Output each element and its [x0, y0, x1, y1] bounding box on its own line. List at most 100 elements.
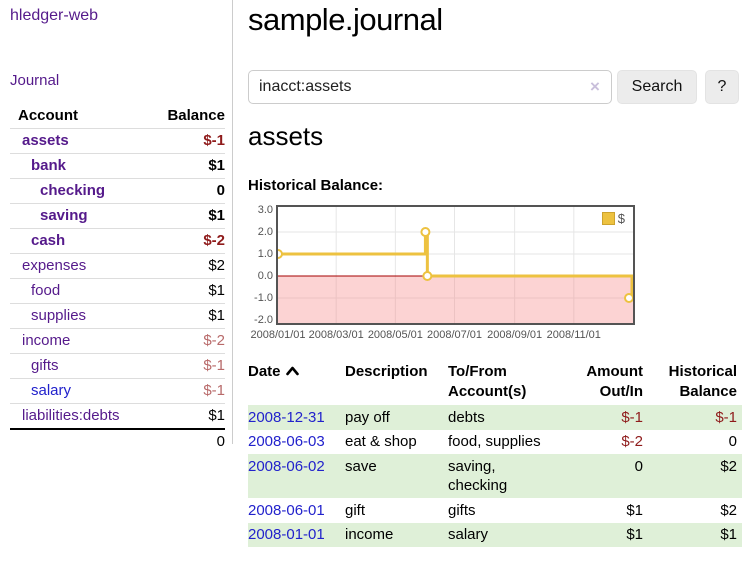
y-axis-tick-label: -2.0: [254, 314, 273, 326]
legend-swatch-icon: [601, 212, 615, 225]
account-link-bank[interactable]: bank: [31, 157, 67, 174]
account-link-expenses[interactable]: expenses: [22, 257, 87, 274]
transaction-balance: $1: [720, 526, 737, 543]
account-row-gifts: gifts $-1: [10, 353, 225, 378]
account-link-supplies[interactable]: supplies: [31, 307, 87, 324]
account-row-liabilities-debts: liabilities:debts $1: [10, 403, 225, 428]
x-axis-tick-label: 2008/09/01: [487, 329, 543, 341]
account-link-income[interactable]: income: [22, 332, 71, 349]
transaction-description: gift: [345, 501, 366, 519]
account-balance: $2: [208, 257, 225, 274]
account-heading: assets: [248, 121, 324, 151]
account-row-assets: assets $-1: [10, 128, 225, 153]
sidebar-item-journal[interactable]: Journal: [10, 72, 60, 89]
sort-ascending-icon: [285, 362, 299, 382]
chart-legend: $: [599, 210, 627, 227]
transaction-amount: $1: [626, 526, 643, 543]
transaction-balance: $2: [720, 457, 737, 475]
account-link-food[interactable]: food: [31, 282, 61, 299]
chart-y-axis-labels: 3.0 2.0 1.0 0.0 -1.0 -2.0: [240, 200, 273, 330]
help-button[interactable]: ?: [705, 70, 739, 104]
date-column-header[interactable]: Date: [248, 360, 345, 405]
account-balance: $-1: [203, 132, 225, 149]
account-row-cash: cash $-2: [10, 228, 225, 253]
register-header-row: Date Description To/From Account(s) Amou…: [248, 360, 742, 405]
app-title-link[interactable]: hledger-web: [10, 7, 99, 24]
search-input[interactable]: [248, 70, 612, 104]
account-row-salary: salary $-1: [10, 378, 225, 403]
y-axis-tick-label: 1.0: [257, 248, 273, 260]
chart-plot-area: $: [276, 205, 635, 325]
account-balance: $1: [208, 282, 225, 299]
transaction-accounts: gifts: [448, 501, 476, 519]
account-row-income: income $-2: [10, 328, 225, 353]
transaction-date-link[interactable]: 2008-06-03: [248, 433, 325, 450]
x-axis-tick-label: 2008/03/01: [308, 329, 364, 341]
chart-x-axis-labels: 2008/01/01 2008/03/01 2008/05/01 2008/07/01…: [240, 329, 742, 343]
account-balance: $1: [208, 307, 225, 324]
accounts-table: Account Balance assets $-1 bank $1 check…: [10, 104, 225, 454]
account-balance: $-1: [203, 357, 225, 374]
transaction-accounts: debts: [448, 408, 485, 426]
account-column-header: Account: [18, 107, 78, 124]
transaction-row[interactable]: 2008-01-01 income salary $1 $1: [248, 522, 742, 547]
account-row-saving: saving $1: [10, 203, 225, 228]
transaction-date-link[interactable]: 2008-06-01: [248, 501, 325, 519]
account-balance: $1: [208, 407, 225, 424]
account-row-checking: checking 0: [10, 178, 225, 203]
x-axis-tick-label: 2008/07/01: [426, 329, 483, 341]
account-row-expenses: expenses $2: [10, 253, 225, 278]
legend-label: $: [617, 211, 625, 226]
search-form: × Search ?: [248, 70, 742, 104]
clear-search-icon[interactable]: ×: [590, 77, 600, 96]
account-balance: $-1: [203, 382, 225, 399]
transaction-description: eat & shop: [345, 433, 417, 450]
description-column-header[interactable]: Description: [345, 363, 428, 380]
balance-column-header: Balance: [167, 107, 225, 124]
y-axis-tick-label: 2.0: [257, 226, 273, 238]
tofrom-column-header[interactable]: To/From Account(s): [448, 363, 527, 400]
account-link-saving[interactable]: saving: [40, 207, 88, 224]
accounts-table-header: Account Balance: [10, 104, 225, 128]
sidebar: hledger-web Journal Account Balance asse…: [0, 0, 233, 582]
account-balance: $-2: [203, 332, 225, 349]
transaction-description: save: [345, 457, 377, 475]
search-button[interactable]: Search: [617, 70, 697, 104]
chart-title: Historical Balance:: [248, 177, 384, 194]
chart-canvas: [278, 207, 633, 323]
account-balance: $1: [208, 207, 225, 224]
account-row-food: food $1: [10, 278, 225, 303]
account-balance: $1: [208, 157, 225, 174]
account-balance: $-2: [203, 232, 225, 249]
account-link-liabilities-debts[interactable]: liabilities:debts: [22, 407, 120, 424]
y-axis-tick-label: 0.0: [257, 270, 273, 282]
transaction-row[interactable]: 2008-12-31 pay off debts $-1 $-1: [248, 405, 742, 430]
transaction-amount: 0: [634, 457, 643, 475]
transaction-date-link[interactable]: 2008-01-01: [248, 526, 325, 543]
transaction-row[interactable]: 2008-06-03 eat & shop food, supplies $-2…: [248, 430, 742, 455]
account-link-assets[interactable]: assets: [22, 132, 69, 149]
historical-balance-chart: 3.0 2.0 1.0 0.0 -1.0 -2.0 $ 2008/01/01 2008/03…: [240, 200, 742, 348]
transaction-balance: $2: [720, 501, 737, 519]
account-row-bank: bank $1: [10, 153, 225, 178]
transaction-accounts: saving, checking: [448, 457, 508, 495]
transaction-balance: $-1: [715, 408, 737, 426]
transaction-balance: 0: [728, 433, 737, 450]
transaction-date-link[interactable]: 2008-06-02: [248, 457, 325, 475]
accounts-total-row: 0: [10, 428, 225, 454]
account-link-gifts[interactable]: gifts: [31, 357, 59, 374]
accounts-total-value: 0: [216, 433, 225, 450]
account-link-salary[interactable]: salary: [31, 382, 72, 399]
page-title: sample.journal: [248, 2, 443, 37]
balance-column-header[interactable]: Historical Balance: [668, 363, 737, 400]
transaction-date-link[interactable]: 2008-12-31: [248, 408, 325, 426]
x-axis-tick-label: 2008/05/01: [367, 329, 423, 341]
amount-column-header[interactable]: Amount Out/In: [586, 363, 643, 400]
account-link-cash[interactable]: cash: [31, 232, 66, 249]
transaction-description: pay off: [345, 408, 390, 426]
account-link-checking[interactable]: checking: [40, 182, 106, 199]
account-row-supplies: supplies $1: [10, 303, 225, 328]
sidebar-divider: [232, 0, 233, 444]
transaction-row[interactable]: 2008-06-02 save saving, checking 0 $2: [248, 454, 742, 498]
transaction-row[interactable]: 2008-06-01 gift gifts $1 $2: [248, 498, 742, 523]
